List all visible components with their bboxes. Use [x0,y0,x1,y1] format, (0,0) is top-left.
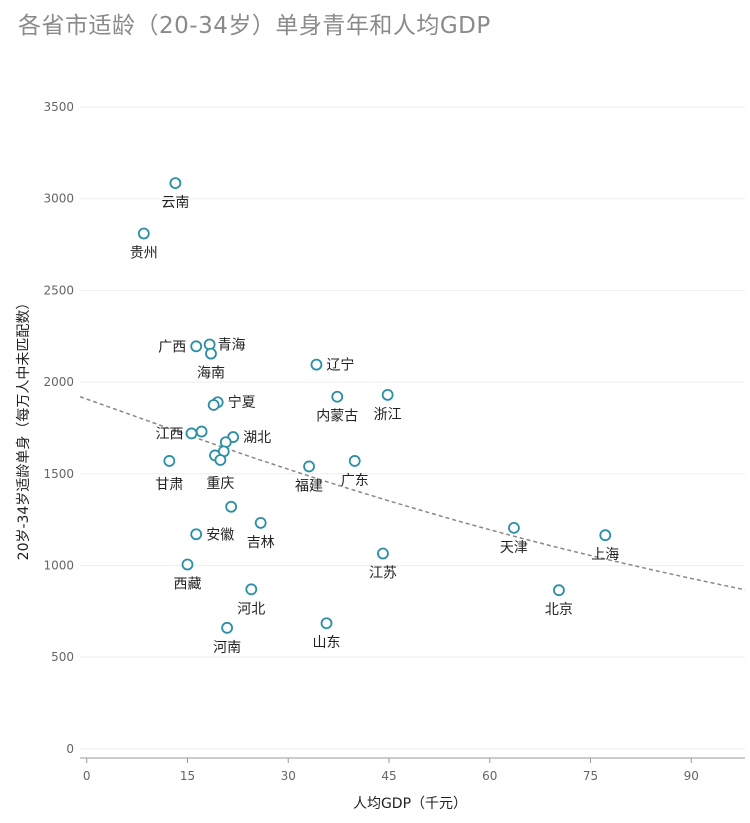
x-tick-label: 45 [381,769,396,783]
point-label: 江苏 [369,566,397,582]
point-label: 吉林 [247,535,275,551]
y-tick-label: 1500 [43,467,74,481]
data-point [553,584,565,597]
data-point [207,399,220,411]
data-point [348,455,361,467]
data-point [508,521,520,534]
y-tick-label: 3000 [43,192,74,206]
data-point [190,340,203,353]
point-label: 福建 [295,478,323,494]
point-label: 天津 [500,540,528,556]
data-point [190,528,203,541]
y-tick-label: 1000 [43,558,74,572]
data-point [225,500,238,513]
data-point [169,177,182,190]
data-point [195,425,208,438]
data-points [137,177,612,634]
point-label: 湖北 [243,430,271,446]
point-label: 河北 [237,601,265,617]
data-point [381,389,394,401]
point-label: 河南 [213,640,241,656]
point-label: 安徽 [206,527,234,543]
data-point [137,227,150,240]
point-label: 海南 [197,366,225,382]
point-label: 西藏 [173,577,201,593]
point-label: 青海 [218,337,246,353]
data-point [245,583,258,596]
point-label: 辽宁 [326,357,354,374]
y-tick-label: 2000 [43,375,74,389]
data-point [181,558,194,571]
data-point [377,547,389,560]
data-point [599,529,612,542]
data-point [185,427,198,440]
data-point [163,455,176,467]
point-label: 贵州 [130,246,158,262]
point-label: 宁夏 [228,394,256,411]
x-axis-title: 人均GDP（千元） [353,796,467,812]
y-tick-label: 0 [66,742,74,756]
x-tick-label: 75 [583,769,598,783]
point-label: 江西 [156,426,184,442]
axes [80,757,745,763]
tick-labels: 0 500 1000 1500 2000 2500 3000 3500 0 15 30 45 60 75 9… [43,100,698,783]
x-tick-label: 60 [482,769,497,783]
chart-title: 各省市适龄（20-34岁）单身青年和人均GDP [18,13,491,39]
data-point [254,517,267,529]
point-label: 内蒙古 [316,409,358,425]
point-label: 广东 [341,473,369,489]
point-label: 广西 [158,339,186,355]
data-point [303,460,315,473]
point-label: 云南 [161,195,189,211]
x-tick-label: 90 [684,769,699,783]
point-label: 山东 [313,635,341,651]
data-point [331,390,344,403]
data-point [320,617,333,630]
data-point [205,347,217,360]
point-label: 北京 [545,602,573,618]
x-tick-label: 30 [281,769,296,783]
y-axis-title: 20岁-34岁适龄单身（每万人中未匹配数） [16,296,32,561]
y-tick-label: 3500 [43,100,74,114]
data-point [214,454,227,466]
point-label: 甘肃 [155,477,183,493]
point-label: 上海 [591,547,619,563]
data-point [221,621,234,634]
y-tick-label: 500 [51,650,74,664]
point-label: 重庆 [206,476,234,492]
x-tick-label: 0 [83,769,91,783]
point-label: 浙江 [374,407,402,423]
x-tick-label: 15 [180,769,195,783]
y-tick-label: 2500 [43,283,74,297]
data-point [310,358,323,371]
